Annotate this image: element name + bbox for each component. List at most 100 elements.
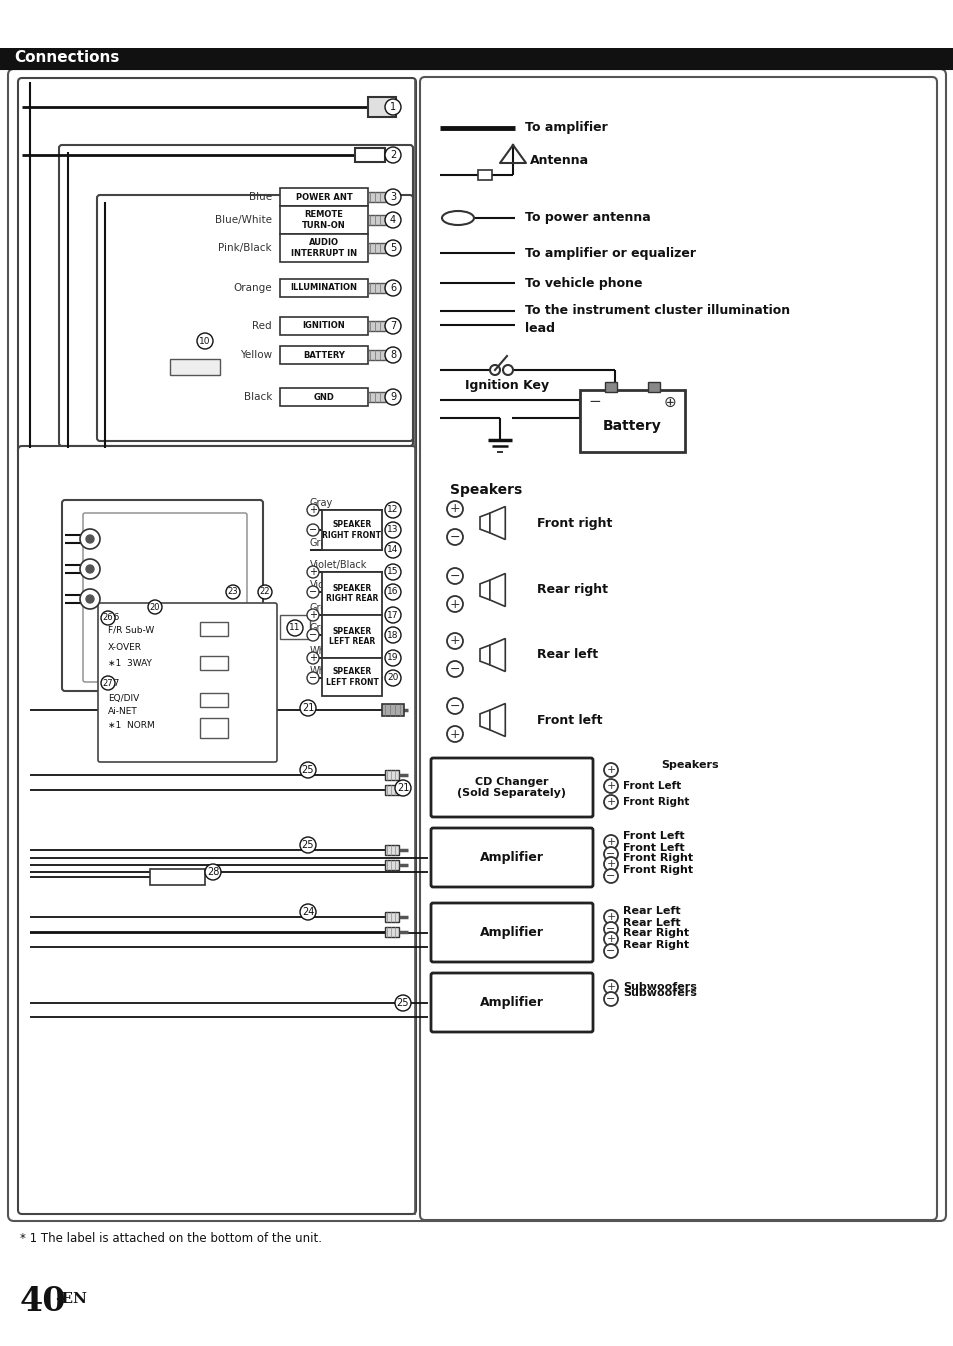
Text: Blue: Blue	[249, 192, 272, 202]
Bar	[385, 785, 398, 795]
Text: 25: 25	[396, 997, 409, 1008]
FancyBboxPatch shape	[431, 758, 593, 817]
Text: 7: 7	[390, 320, 395, 331]
Text: White/Black: White/Black	[310, 646, 368, 656]
Text: Green: Green	[310, 603, 339, 612]
Text: Subwoofers: Subwoofers	[622, 983, 696, 992]
Text: −: −	[449, 530, 459, 544]
Circle shape	[603, 779, 618, 793]
Text: 10: 10	[199, 336, 211, 346]
Text: Black: Black	[243, 392, 272, 402]
Text: +: +	[606, 934, 615, 944]
Text: 11: 11	[289, 623, 300, 633]
Text: +: +	[606, 781, 615, 791]
Bar	[280, 234, 368, 262]
Text: Rear Right: Rear Right	[622, 940, 688, 950]
Circle shape	[196, 332, 213, 349]
Text: White: White	[310, 666, 338, 676]
Circle shape	[447, 596, 462, 612]
Circle shape	[385, 280, 400, 296]
Text: X-OVER: X-OVER	[108, 643, 142, 653]
Bar	[385, 705, 398, 715]
Circle shape	[447, 633, 462, 649]
Text: lead: lead	[524, 322, 555, 335]
Bar	[368, 283, 390, 293]
Polygon shape	[479, 645, 490, 665]
Circle shape	[307, 524, 318, 536]
Text: SPEAKER
LEFT REAR: SPEAKER LEFT REAR	[329, 627, 375, 646]
Text: 25: 25	[301, 765, 314, 775]
Bar	[368, 392, 390, 402]
Circle shape	[307, 651, 318, 664]
Circle shape	[395, 995, 411, 1011]
Text: 24: 24	[301, 907, 314, 917]
Text: −: −	[449, 662, 459, 676]
Text: -EN: -EN	[55, 1292, 87, 1306]
Circle shape	[385, 670, 400, 686]
Text: +: +	[309, 505, 316, 516]
Circle shape	[603, 944, 618, 958]
Text: Front right: Front right	[537, 517, 612, 529]
Circle shape	[447, 501, 462, 517]
Text: EQ/DIV: EQ/DIV	[108, 693, 139, 703]
Circle shape	[86, 534, 94, 542]
Text: ∗1  NORM: ∗1 NORM	[108, 721, 154, 731]
Circle shape	[385, 650, 400, 666]
Text: Violet/Black: Violet/Black	[310, 560, 367, 569]
Bar	[200, 656, 228, 670]
Circle shape	[603, 922, 618, 935]
Text: Subwoofers: Subwoofers	[622, 988, 696, 997]
Circle shape	[603, 857, 618, 871]
Text: Antenna: Antenna	[530, 153, 589, 167]
Bar	[368, 244, 390, 253]
Bar	[477, 170, 492, 180]
Text: Ai-NET: Ai-NET	[108, 708, 137, 716]
Text: Front left: Front left	[537, 713, 602, 727]
Text: Orange: Orange	[233, 283, 272, 293]
Polygon shape	[490, 506, 505, 540]
Text: −: −	[309, 673, 316, 682]
Circle shape	[447, 529, 462, 545]
Bar	[200, 693, 228, 707]
Circle shape	[447, 699, 462, 713]
Text: POWER ANT: POWER ANT	[295, 192, 352, 202]
Bar	[322, 510, 381, 551]
Text: +: +	[606, 765, 615, 775]
Bar	[280, 318, 368, 335]
Circle shape	[385, 240, 400, 256]
Text: −: −	[449, 569, 459, 583]
Circle shape	[603, 992, 618, 1005]
Text: SPEAKER
RIGHT FRONT: SPEAKER RIGHT FRONT	[322, 521, 381, 540]
Text: Gray: Gray	[310, 498, 333, 507]
Bar	[322, 572, 381, 615]
Bar	[280, 388, 368, 406]
Circle shape	[287, 621, 303, 637]
Text: 26: 26	[103, 614, 113, 622]
Circle shape	[603, 835, 618, 849]
Bar	[368, 215, 390, 225]
Text: REMOTE
TURN-ON: REMOTE TURN-ON	[302, 210, 346, 230]
Text: 9: 9	[390, 392, 395, 402]
Circle shape	[205, 864, 221, 880]
Text: Front Left: Front Left	[622, 781, 680, 791]
Circle shape	[385, 213, 400, 227]
Bar	[381, 704, 403, 716]
Bar	[280, 206, 368, 234]
Text: −: −	[606, 946, 615, 956]
Polygon shape	[490, 573, 505, 607]
Text: 22: 22	[259, 587, 270, 596]
Text: Rear left: Rear left	[537, 649, 598, 661]
Text: 12: 12	[387, 506, 398, 514]
Circle shape	[385, 522, 400, 538]
Text: Blue/White: Blue/White	[214, 215, 272, 225]
Polygon shape	[490, 704, 505, 736]
Text: Red: Red	[253, 320, 272, 331]
Circle shape	[385, 389, 400, 405]
Text: Front Right: Front Right	[622, 853, 693, 863]
Text: To vehicle phone: To vehicle phone	[524, 276, 641, 289]
Text: +: +	[606, 837, 615, 847]
Circle shape	[80, 559, 100, 579]
Text: 20: 20	[387, 673, 398, 682]
Bar	[200, 622, 228, 637]
Circle shape	[307, 629, 318, 641]
